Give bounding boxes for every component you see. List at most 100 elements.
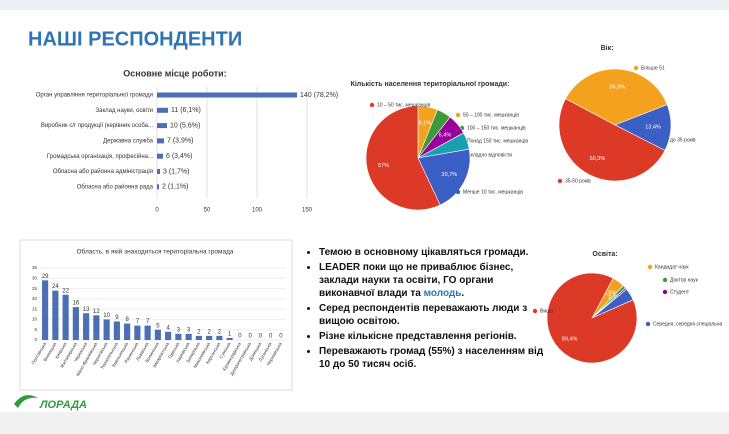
legend-marker	[455, 189, 461, 195]
legend-marker	[557, 178, 563, 184]
bar	[157, 92, 297, 98]
legend-label: 100 – 150 тис. мешканців	[467, 125, 526, 131]
legend-marker	[662, 137, 668, 143]
legend-label: 50 – 100 тис. мешканців	[463, 112, 519, 118]
y-tick-label: 35	[32, 265, 38, 270]
legend-marker	[662, 289, 668, 295]
chart-frame	[19, 239, 293, 391]
bullet-text: молодь	[423, 288, 462, 299]
data-label: 7	[136, 319, 140, 325]
chart-title: Освіта:	[592, 250, 617, 258]
y-tick-label: Виробник с/г продукції (керівник особа..…	[41, 123, 154, 129]
legend-marker	[647, 264, 653, 270]
bar	[83, 313, 90, 340]
data-label: 29	[42, 274, 49, 280]
legend-marker	[662, 277, 668, 283]
bullet-text: Різне кількісне представлення регіонів.	[319, 331, 517, 342]
logo: ЛОРАДА	[39, 399, 87, 411]
pie-slice	[365, 105, 441, 211]
bar	[154, 329, 161, 340]
legend-marker	[633, 65, 639, 71]
bullet: Різне кількісне представлення регіонів.	[319, 330, 544, 343]
legend-label: Доктор наук	[670, 277, 699, 283]
bar	[124, 323, 131, 340]
data-label: 20,7%	[442, 172, 458, 178]
bar	[157, 107, 168, 113]
bullet-text: Переважають громад (55%) з населенням ві…	[319, 346, 544, 370]
data-label: 3 (1,7%)	[163, 168, 189, 175]
data-label: 2	[218, 329, 222, 335]
data-label: 6,1%	[418, 121, 431, 127]
data-label: 16	[73, 301, 80, 307]
bar	[157, 138, 164, 144]
y-tick-label: 0	[34, 337, 37, 342]
bullet-text: LEADER поки що не приваблює бізнес, закл…	[319, 262, 514, 299]
y-tick-label: 10	[32, 317, 38, 322]
legend-label: Більше 51	[641, 65, 665, 71]
legend-marker	[369, 102, 375, 108]
data-label: 4	[166, 325, 170, 331]
bar	[93, 315, 100, 340]
data-label: 6 (3,4%)	[166, 153, 192, 160]
data-label: 2 (1,1%)	[162, 184, 188, 191]
legend-marker	[532, 308, 538, 314]
data-label: 2	[197, 329, 201, 335]
bar	[42, 280, 49, 340]
legend-label: Студент	[670, 289, 690, 295]
data-label: 7 (3,9%)	[167, 138, 193, 145]
y-tick-label: 20	[32, 296, 38, 301]
data-label: 0	[259, 334, 263, 340]
x-tick-label: 100	[252, 208, 263, 214]
bar	[157, 184, 159, 190]
window-bar	[0, 0, 729, 10]
data-label: 1	[228, 332, 232, 338]
bullet: LEADER поки що не приваблює бізнес, закл…	[319, 261, 544, 300]
bullet-text: Темою в основному цікавляться громади.	[319, 247, 529, 258]
data-label: 3	[187, 327, 191, 333]
data-label: 5	[156, 323, 160, 329]
bar	[157, 169, 160, 174]
bar	[72, 307, 79, 340]
data-label: 9	[115, 315, 119, 321]
bullet: Темою в основному цікавляться громади.	[319, 246, 544, 259]
data-label: 89,4%	[562, 336, 578, 342]
data-label: 7	[146, 319, 150, 325]
y-tick-label: 30	[32, 275, 38, 280]
chart-title: Кількість населення територіальної грома…	[351, 80, 510, 88]
pie-slice	[565, 68, 668, 126]
data-label: 1,1%	[608, 294, 621, 300]
bar	[52, 290, 59, 340]
y-tick-label: Заклад науки, освіти	[95, 108, 153, 114]
legend-label: Кандидат наук	[655, 264, 689, 270]
bar	[157, 153, 163, 159]
x-tick-label: 0	[155, 208, 159, 214]
data-label: 6,4%	[439, 133, 452, 139]
data-label: 57%	[378, 163, 389, 169]
bar	[157, 123, 167, 129]
chart-title: Вік:	[601, 44, 614, 52]
data-label: 2	[207, 329, 211, 335]
bar	[226, 337, 233, 340]
bar	[165, 331, 172, 340]
bar	[113, 321, 120, 340]
bullet: Переважають громад (55%) з населенням ві…	[319, 345, 544, 371]
data-label: 0	[279, 334, 283, 340]
legend-label: Середня, середня спеціальна	[653, 321, 723, 327]
legend-label: Понад 150 тис. мешканців	[467, 138, 528, 144]
bar	[103, 319, 110, 340]
data-label: 13	[83, 307, 90, 313]
x-tick-label: 50	[204, 208, 211, 214]
status-bar	[0, 412, 729, 434]
pie-slice	[558, 98, 666, 182]
pie-slice	[546, 272, 638, 364]
y-tick-label: Обласна або районна адміністрація	[53, 168, 153, 175]
bar	[206, 335, 213, 340]
y-tick-label: Обласна або районна рада	[77, 183, 154, 190]
data-label: 24	[52, 284, 59, 290]
chart-title: Область, в якій знаходиться територіальн…	[76, 248, 233, 256]
legend-label: Менше 10 тис. мешканців	[463, 189, 523, 195]
data-label: 50,3%	[590, 156, 606, 162]
data-label: 3	[177, 327, 181, 333]
